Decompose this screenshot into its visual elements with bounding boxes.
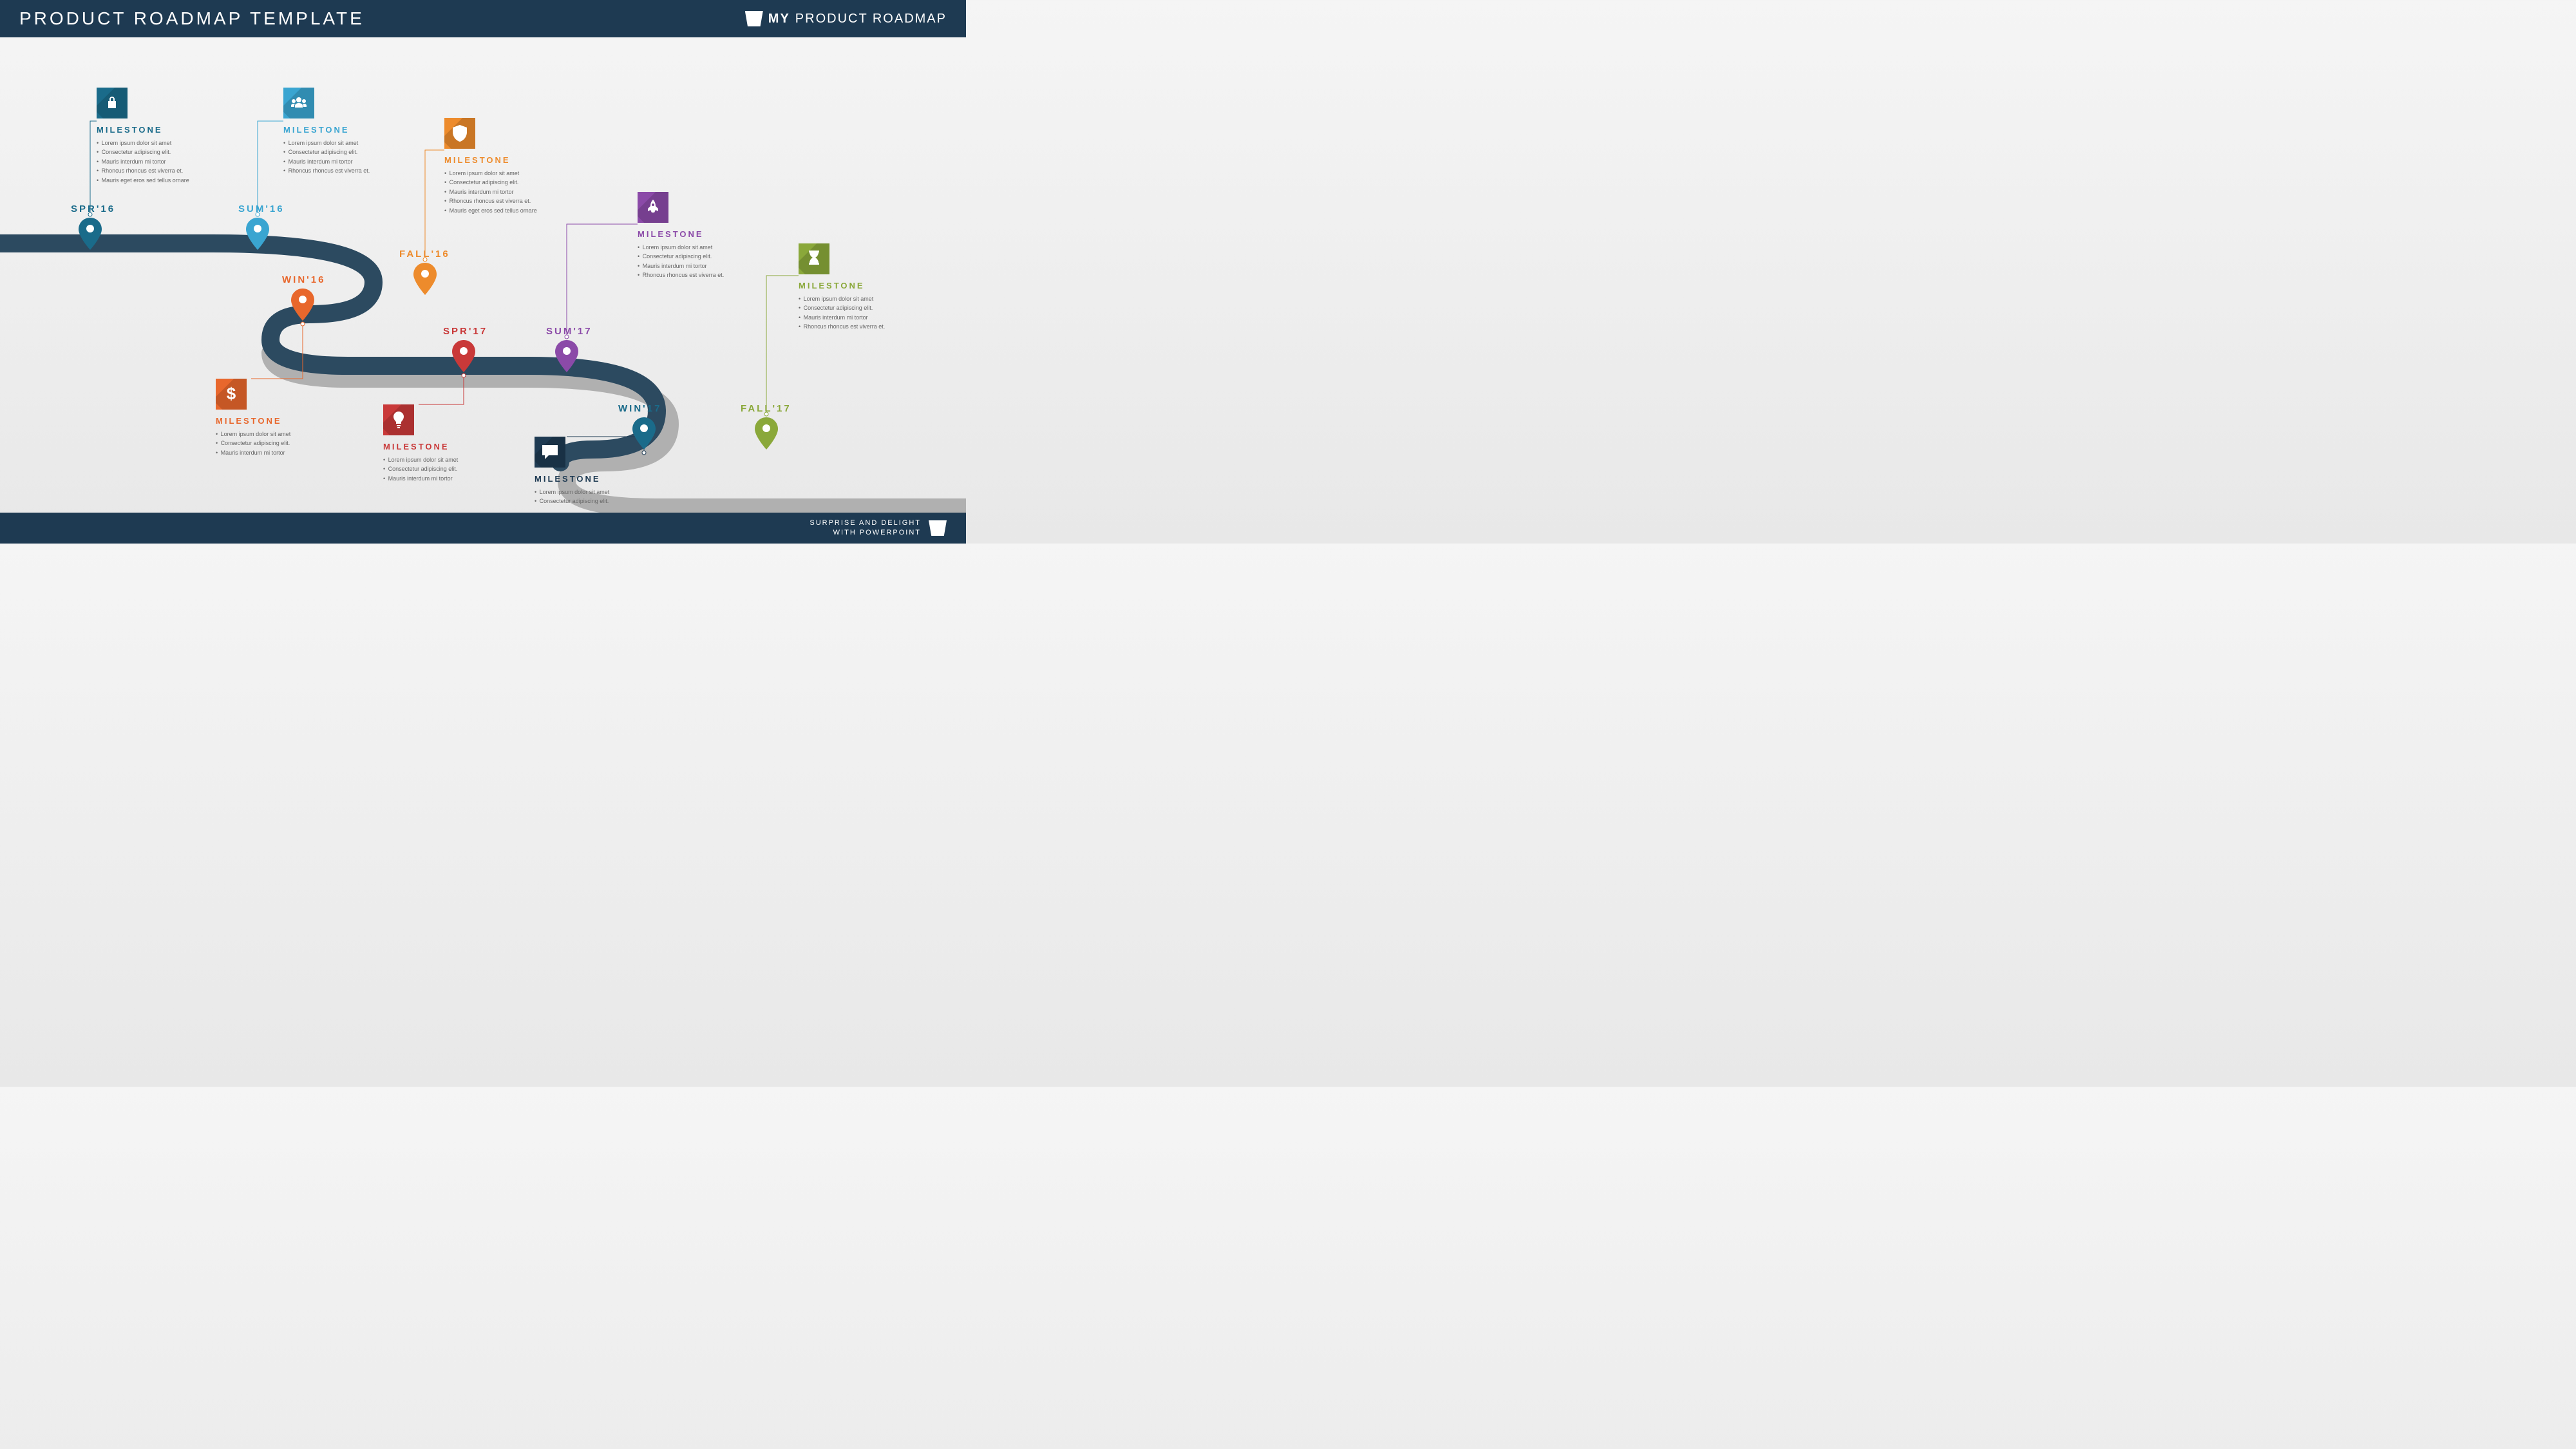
footer-text: SURPRISE AND DELIGHT WITH POWERPOINT bbox=[810, 518, 921, 538]
svg-text:$: $ bbox=[227, 385, 236, 403]
milestone-heading: MILESTONE bbox=[383, 442, 512, 451]
map-pin-sum16 bbox=[246, 218, 269, 250]
dollar-icon: $ bbox=[216, 379, 247, 410]
map-pin-sum17 bbox=[555, 340, 578, 372]
milestone-m1: MILESTONE Lorem ipsum dolor sit ametCons… bbox=[97, 88, 225, 185]
bullet: Lorem ipsum dolor sit amet bbox=[535, 488, 663, 497]
bullet: Lorem ipsum dolor sit amet bbox=[799, 294, 927, 303]
milestone-heading: MILESTONE bbox=[799, 281, 927, 290]
users-icon bbox=[283, 88, 314, 118]
pin-label-sum17: SUM'17 bbox=[546, 326, 592, 337]
bullet: Mauris interdum mi tortor bbox=[283, 157, 412, 166]
milestone-bullets: Lorem ipsum dolor sit ametConsectetur ad… bbox=[638, 243, 766, 280]
bullet: Consectetur adipiscing elit. bbox=[383, 464, 512, 473]
map-pin-fall16 bbox=[413, 263, 437, 295]
bullet: Rhoncus rhoncus est viverra et. bbox=[283, 166, 412, 175]
bullet: Lorem ipsum dolor sit amet bbox=[283, 138, 412, 147]
bullet: Mauris interdum mi tortor bbox=[97, 157, 225, 166]
milestone-m6: $ MILESTONE Lorem ipsum dolor sit ametCo… bbox=[216, 379, 345, 457]
bulb-icon bbox=[383, 404, 414, 435]
bullet: Lorem ipsum dolor sit amet bbox=[444, 169, 573, 178]
rocket-icon bbox=[638, 192, 668, 223]
brand-light: PRODUCT ROADMAP bbox=[795, 12, 947, 26]
bullet: Mauris interdum mi tortor bbox=[444, 187, 573, 196]
bullet: Consectetur adipiscing elit. bbox=[283, 147, 412, 156]
bullet: Lorem ipsum dolor sit amet bbox=[638, 243, 766, 252]
milestone-bullets: Lorem ipsum dolor sit ametConsectetur ad… bbox=[283, 138, 412, 176]
map-pin-spr17 bbox=[452, 340, 475, 372]
brand-bold: MY bbox=[768, 12, 790, 26]
pin-label-fall17: FALL'17 bbox=[741, 403, 791, 414]
milestone-heading: MILESTONE bbox=[444, 155, 573, 165]
footer-brand-icon bbox=[929, 520, 947, 536]
bullet: Rhoncus rhoncus est viverra et. bbox=[799, 322, 927, 331]
milestone-m3: MILESTONE Lorem ipsum dolor sit ametCons… bbox=[444, 118, 573, 215]
milestone-bullets: Lorem ipsum dolor sit ametConsectetur ad… bbox=[97, 138, 225, 185]
bullet: Mauris interdum mi tortor bbox=[216, 448, 345, 457]
brand: MY PRODUCT ROADMAP bbox=[745, 11, 947, 26]
pin-label-spr17: SPR'17 bbox=[443, 326, 488, 337]
milestone-heading: MILESTONE bbox=[97, 125, 225, 135]
pin-label-fall16: FALL'16 bbox=[399, 249, 450, 260]
milestone-heading: MILESTONE bbox=[283, 125, 412, 135]
milestone-m8: MILESTONE Lorem ipsum dolor sit ametCons… bbox=[535, 437, 663, 506]
footer-line2: WITH POWERPOINT bbox=[810, 528, 921, 538]
bullet: Mauris interdum mi tortor bbox=[383, 474, 512, 483]
bullet: Mauris interdum mi tortor bbox=[638, 261, 766, 270]
milestone-m4: MILESTONE Lorem ipsum dolor sit ametCons… bbox=[638, 192, 766, 280]
pin-label-win16: WIN'16 bbox=[282, 274, 325, 285]
bullet: Consectetur adipiscing elit. bbox=[444, 178, 573, 187]
pin-label-spr16: SPR'16 bbox=[71, 204, 115, 214]
bullet: Rhoncus rhoncus est viverra et. bbox=[638, 270, 766, 279]
map-pin-fall17 bbox=[755, 417, 778, 450]
bullet: Consectetur adipiscing elit. bbox=[97, 147, 225, 156]
hourglass-icon bbox=[799, 243, 829, 274]
milestone-heading: MILESTONE bbox=[638, 229, 766, 239]
bullet: Mauris eget eros sed tellus ornare bbox=[97, 176, 225, 185]
milestone-bullets: Lorem ipsum dolor sit ametConsectetur ad… bbox=[444, 169, 573, 215]
pin-label-sum16: SUM'16 bbox=[238, 204, 285, 214]
footer: SURPRISE AND DELIGHT WITH POWERPOINT bbox=[0, 513, 966, 544]
chat-icon bbox=[535, 437, 565, 468]
bullet: Consectetur adipiscing elit. bbox=[799, 303, 927, 312]
bullet: Consectetur adipiscing elit. bbox=[638, 252, 766, 261]
bullet: Lorem ipsum dolor sit amet bbox=[216, 430, 345, 439]
bullet: Mauris eget eros sed tellus ornare bbox=[444, 206, 573, 215]
brand-icon bbox=[745, 11, 763, 26]
milestone-heading: MILESTONE bbox=[535, 474, 663, 484]
shield-icon bbox=[444, 118, 475, 149]
map-pin-spr16 bbox=[79, 218, 102, 250]
milestone-bullets: Lorem ipsum dolor sit ametConsectetur ad… bbox=[799, 294, 927, 332]
bullet: Lorem ipsum dolor sit amet bbox=[97, 138, 225, 147]
footer-line1: SURPRISE AND DELIGHT bbox=[810, 518, 921, 528]
milestone-bullets: Lorem ipsum dolor sit ametConsectetur ad… bbox=[535, 488, 663, 506]
bullet: Mauris interdum mi tortor bbox=[799, 313, 927, 322]
roadmap-canvas: SPR'16 SUM'16 WIN'16 FALL'16 SPR'17 SUM'… bbox=[0, 37, 966, 513]
milestone-bullets: Lorem ipsum dolor sit ametConsectetur ad… bbox=[216, 430, 345, 457]
milestone-heading: MILESTONE bbox=[216, 416, 345, 426]
milestone-bullets: Lorem ipsum dolor sit ametConsectetur ad… bbox=[383, 455, 512, 483]
page-title: PRODUCT ROADMAP TEMPLATE bbox=[19, 8, 365, 29]
milestone-m5: MILESTONE Lorem ipsum dolor sit ametCons… bbox=[799, 243, 927, 332]
bullet: Consectetur adipiscing elit. bbox=[535, 497, 663, 506]
pin-label-win17: WIN'17 bbox=[618, 403, 661, 414]
header: PRODUCT ROADMAP TEMPLATE MY PRODUCT ROAD… bbox=[0, 0, 966, 37]
bullet: Consectetur adipiscing elit. bbox=[216, 439, 345, 448]
milestone-m7: MILESTONE Lorem ipsum dolor sit ametCons… bbox=[383, 404, 512, 483]
bullet: Rhoncus rhoncus est viverra et. bbox=[97, 166, 225, 175]
milestone-m2: MILESTONE Lorem ipsum dolor sit ametCons… bbox=[283, 88, 412, 176]
bullet: Rhoncus rhoncus est viverra et. bbox=[444, 196, 573, 205]
map-pin-win16 bbox=[291, 289, 314, 321]
lock-icon bbox=[97, 88, 128, 118]
bullet: Lorem ipsum dolor sit amet bbox=[383, 455, 512, 464]
